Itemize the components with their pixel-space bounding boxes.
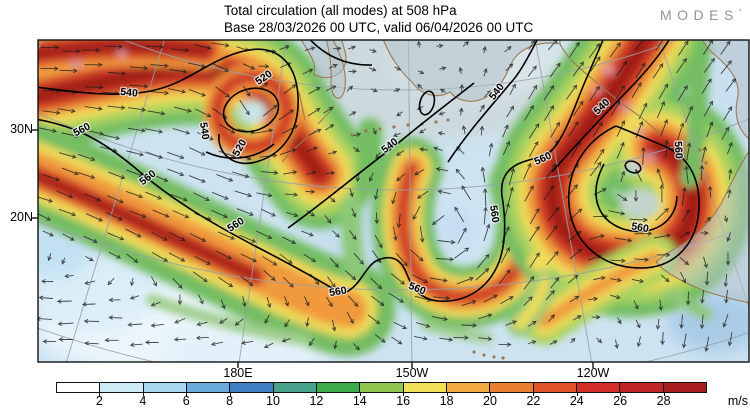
modes-logo: MODES° xyxy=(660,7,742,23)
colorbar-segment xyxy=(57,383,101,392)
colorbar-segment xyxy=(100,383,144,392)
colorbar-tick-mark xyxy=(359,393,361,396)
colorbar-tick-mark xyxy=(663,393,665,396)
colorbar-tick-label: 22 xyxy=(526,394,541,408)
contour-label: 540 xyxy=(120,86,139,100)
colorbar-tick-mark xyxy=(316,393,318,396)
modes-logo-mark: ° xyxy=(738,7,742,17)
axis-ticks xyxy=(32,129,594,368)
colorbar-tick-mark xyxy=(229,393,231,396)
colorbar-tick-mark xyxy=(490,393,491,396)
colorbar-tick-mark xyxy=(99,393,101,396)
colorbar-tick-label: 8 xyxy=(226,394,234,408)
chart-title: Total circulation (all modes) at 508 hPa xyxy=(224,3,457,18)
colorbar-tick-mark xyxy=(620,393,622,396)
colorbar-unit: m/s xyxy=(727,394,748,408)
modes-logo-text: MODES xyxy=(659,7,739,23)
chart-subtitle: Base 28/03/2026 00 UTC, valid 06/04/2026… xyxy=(224,19,534,35)
field-band-layer xyxy=(38,40,749,357)
lon-tick-label: 150W xyxy=(395,366,429,380)
colorbar-tick-label: 2 xyxy=(95,394,103,408)
colorbar-tick-mark xyxy=(576,393,578,396)
colorbar-tick-label: 16 xyxy=(396,394,411,408)
contour-label: 560 xyxy=(672,141,685,159)
colorbar-segment xyxy=(446,383,491,392)
colorbar-tick-mark xyxy=(533,393,535,396)
colorbar-segment xyxy=(403,383,447,392)
contour-layer xyxy=(38,40,700,302)
colorbar-segment xyxy=(360,383,404,392)
colorbar-tick-label: 26 xyxy=(613,394,628,408)
colorbar-segment xyxy=(490,383,534,392)
colorbar-tick-label: 14 xyxy=(352,394,367,408)
lon-tick-label: 180E xyxy=(223,366,253,380)
lon-tick-label: 120W xyxy=(576,366,610,380)
colorbar-segment xyxy=(663,383,706,392)
colorbar-segment xyxy=(143,383,187,392)
contour-label: 560 xyxy=(487,204,501,223)
colorbar-tick-label: 28 xyxy=(656,394,671,408)
map-frame xyxy=(37,39,750,363)
wind-arrow-layer xyxy=(38,40,736,353)
colorbar-segment xyxy=(230,383,274,392)
contour-label: 560 xyxy=(328,284,347,299)
colorbar-tick-label: 24 xyxy=(569,394,584,408)
colorbar-tick-mark xyxy=(403,393,405,396)
colorbar-tick-label: 4 xyxy=(139,394,147,408)
colorbar-segment xyxy=(186,383,231,392)
chart-title-block: Total circulation (all modes) at 508 hPa… xyxy=(224,3,533,36)
colorbar-tick-mark xyxy=(273,393,274,396)
colorbar-segment xyxy=(316,383,361,392)
colorbar-tick-label: 6 xyxy=(182,394,190,408)
colorbar-tick-label: 18 xyxy=(439,394,454,408)
lat-tick-label: 30N xyxy=(10,122,33,136)
colorbar-segment xyxy=(576,383,621,392)
colorbar-tick-label: 20 xyxy=(483,394,497,408)
colorbar-tick-label: 12 xyxy=(309,394,324,408)
contour-label: 540 xyxy=(197,121,211,140)
contour-label: 560 xyxy=(630,220,649,235)
colorbar-tick-label: 10 xyxy=(266,394,280,408)
lat-tick-label: 20N xyxy=(10,210,33,224)
colorbar-segment xyxy=(273,383,317,392)
colorbar xyxy=(56,382,707,393)
colorbar-segment xyxy=(620,383,664,392)
colorbar-tick-mark xyxy=(142,393,144,396)
colorbar-segment xyxy=(533,383,577,392)
colorbar-tick-mark xyxy=(446,393,448,396)
colorbar-tick-mark xyxy=(186,393,188,396)
